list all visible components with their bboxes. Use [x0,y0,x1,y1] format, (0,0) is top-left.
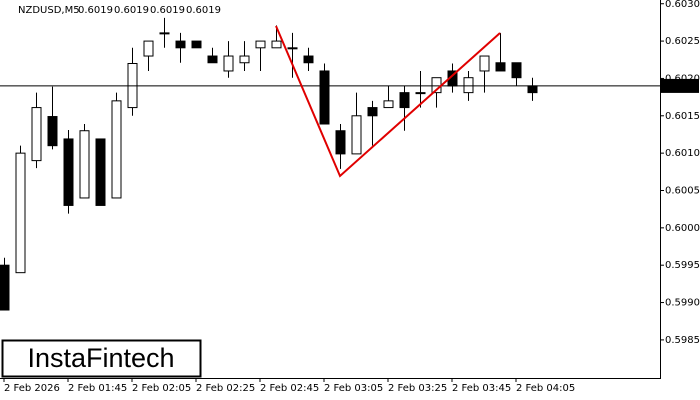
candle-body [271,40,282,49]
last-price-label: 0.6019 [664,81,699,92]
x-tick-label: 2 Feb 01:45 [68,383,127,394]
candle-body [95,138,106,206]
watermark-box: InstaFintech [1,339,202,378]
candle-body [511,62,522,79]
watermark-frame [1,339,202,378]
candle-body [303,55,314,64]
candle-body [111,100,122,199]
y-tick-label: 0.6025 [665,36,700,47]
y-tick-label: 0.6000 [665,223,700,234]
x-tick-label: 2 Feb 2026 [4,383,60,394]
x-tick-label: 2 Feb 03:05 [324,383,383,394]
y-tick-label: 0.5995 [665,260,700,271]
header: NZDUSD,M5 0.6019 0.6019 0.6019 0.6019 [18,5,221,16]
candle-body [15,152,26,274]
candle-body [63,138,74,206]
candle-body [47,116,58,147]
y-tick-label: 0.6005 [665,185,700,196]
candle-body [351,115,362,155]
candle-body [383,100,394,109]
x-tick-label: 2 Feb 02:25 [196,383,255,394]
candle-body [335,130,346,155]
candle-body [79,130,90,199]
plot-area [0,17,660,311]
x-tick-label: 2 Feb 03:45 [452,383,511,394]
candle-body [399,92,410,109]
y-tick-label: 0.6010 [665,148,700,159]
candle-body [159,32,170,35]
candle-body [239,55,250,64]
x-tick-label: 2 Feb 03:25 [388,383,447,394]
candle-body [143,40,154,57]
candle-body [0,264,10,311]
candle-body [527,85,538,94]
y-tick-label: 0.6015 [665,111,700,122]
candle-body [255,40,266,49]
y-tick-label: 0.6030 [665,0,700,10]
last-price-box [661,78,699,93]
header-value: 0.6019 [114,5,149,16]
x-tick-label: 2 Feb 04:05 [516,383,575,394]
symbol: NZDUSD,M5 [18,5,80,16]
watermark: InstaFintech [27,343,174,373]
candle-body [479,55,490,72]
candle-body [31,107,42,162]
candle-body [207,55,218,64]
candle-body [415,92,426,95]
header-value: 0.6019 [78,5,113,16]
pattern-line [275,25,501,178]
candle-body [287,47,298,50]
header-value: 0.6019 [186,5,221,16]
header-value: 0.6019 [150,5,185,16]
candle-body [319,70,330,125]
x-tick-label: 2 Feb 02:45 [260,383,319,394]
y-tick-label: 0.5985 [665,335,700,346]
candle-body [223,55,234,72]
candle-body [367,107,378,117]
candle-body [463,77,474,94]
candle-body [175,40,186,49]
y-tick-label: 0.5990 [665,298,700,309]
x-tick-label: 2 Feb 02:05 [132,383,191,394]
candle-body [191,40,202,49]
candle-body [495,62,506,72]
